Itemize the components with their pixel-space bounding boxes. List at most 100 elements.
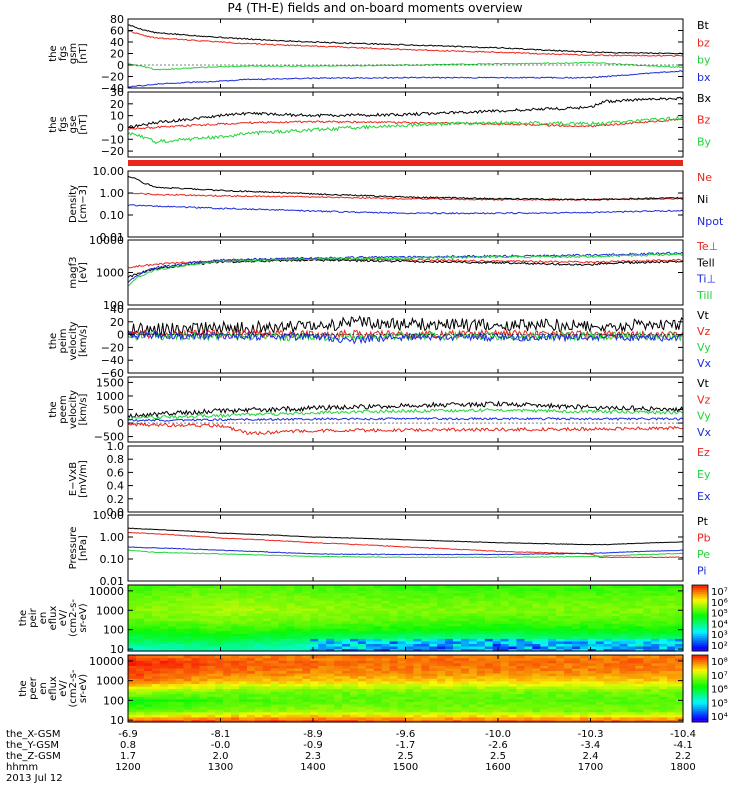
heatmap-cell — [484, 657, 494, 661]
heatmap-cell — [675, 618, 684, 622]
heatmap-cell — [175, 643, 185, 647]
heatmap-cell — [556, 618, 565, 622]
heatmap-cell — [579, 709, 589, 713]
heatmap-cell — [128, 635, 137, 639]
heatmap-cell — [334, 716, 343, 721]
heatmap-cell — [461, 665, 470, 669]
heatmap-cell — [183, 660, 193, 664]
heatmap-cell — [310, 590, 319, 594]
heatmap-cell — [476, 703, 486, 708]
heatmap-cell — [635, 628, 644, 632]
heatmap-cell — [199, 597, 208, 601]
heatmap-cell — [342, 703, 351, 708]
heatmap-cell — [524, 698, 533, 702]
heatmap-cell — [381, 600, 391, 604]
heatmap-cell — [564, 618, 573, 622]
heatmap-cell — [365, 585, 375, 589]
heatmap-cell — [254, 665, 264, 669]
heatmap-cell — [643, 643, 652, 647]
heatmap-cell — [572, 635, 581, 639]
heatmap-cell — [627, 633, 637, 637]
heatmap-cell — [587, 640, 597, 644]
heatmap-cell — [468, 662, 478, 666]
colorbar-band — [692, 618, 708, 621]
heatmap-cell — [373, 635, 383, 639]
heatmap-cell — [159, 597, 169, 601]
heatmap-cell — [635, 680, 644, 684]
heatmap-cell — [239, 701, 248, 705]
heatmap-cell — [619, 673, 629, 677]
heatmap-cell — [334, 638, 343, 642]
heatmap-cell — [318, 605, 327, 609]
heatmap-cell — [635, 592, 644, 596]
heatmap-cell — [476, 648, 486, 652]
legend-entry-Ni: Ni — [697, 193, 708, 206]
heatmap-cell — [286, 612, 296, 617]
heatmap-cell — [143, 648, 153, 652]
heatmap-cell — [159, 709, 169, 713]
heatmap-cell — [167, 602, 177, 606]
heatmap-cell — [278, 719, 288, 723]
y-tick-label: 1.0 — [107, 440, 125, 453]
heatmap-cell — [326, 655, 335, 659]
heatmap-cell — [500, 605, 510, 609]
heatmap-cell — [421, 696, 430, 700]
heatmap-cell — [183, 685, 193, 690]
heatmap-cell — [484, 602, 494, 606]
heatmap-cell — [357, 665, 367, 669]
heatmap-cell — [135, 638, 145, 642]
heatmap-cell — [223, 618, 232, 622]
y-tick-label: 0.6 — [107, 466, 125, 479]
heatmap-cell — [675, 719, 684, 723]
heatmap-cell — [548, 592, 557, 596]
heatmap-cell — [468, 716, 478, 721]
heatmap-cell — [579, 638, 589, 642]
heatmap-cell — [270, 683, 280, 687]
heatmap-cell — [643, 688, 652, 692]
heatmap-cell — [207, 698, 216, 702]
heatmap-cell — [223, 709, 232, 713]
heatmap-cell — [334, 595, 343, 599]
heatmap-cell — [286, 615, 296, 619]
heatmap-cell — [675, 683, 684, 687]
heatmap-cell — [579, 678, 589, 682]
heatmap-cell — [500, 615, 510, 619]
heatmap-cell — [302, 620, 311, 624]
heatmap-cell — [381, 610, 391, 614]
heatmap-cell — [286, 602, 296, 606]
heatmap-cell — [675, 607, 684, 611]
heatmap-cell — [603, 701, 613, 705]
heatmap-cell — [381, 714, 391, 718]
heatmap-cell — [357, 667, 367, 672]
heatmap-cell — [207, 688, 216, 692]
heatmap-cell — [397, 693, 407, 697]
heatmap-cell — [429, 685, 438, 690]
heatmap-cell — [326, 620, 335, 624]
heatmap-cell — [627, 660, 637, 664]
y-tick-label: 0.4 — [107, 480, 125, 493]
heatmap-cell — [183, 612, 193, 617]
heatmap-cell — [294, 673, 304, 677]
y-axis-label: the — [48, 45, 59, 61]
heatmap-cell — [207, 657, 216, 661]
colorbar-band — [692, 677, 708, 681]
heatmap-cell — [191, 607, 200, 611]
heatmap-cell — [246, 605, 256, 609]
heatmap-cell — [643, 592, 652, 596]
heatmap-cell — [397, 645, 407, 650]
heatmap-cell — [635, 605, 644, 609]
heatmap-cell — [223, 633, 232, 637]
heatmap-cell — [572, 600, 581, 604]
heatmap-cell — [556, 698, 565, 702]
heatmap-cell — [675, 610, 684, 614]
colorbar-band — [692, 663, 708, 667]
heatmap-cell — [532, 706, 541, 710]
heatmap-cell — [675, 691, 684, 695]
heatmap-cell — [675, 662, 684, 666]
heatmap-cell — [175, 719, 185, 723]
heatmap-cell — [334, 655, 343, 659]
heatmap-cell — [572, 680, 581, 684]
heatmap-cell — [231, 648, 240, 652]
heatmap-cell — [326, 660, 335, 664]
